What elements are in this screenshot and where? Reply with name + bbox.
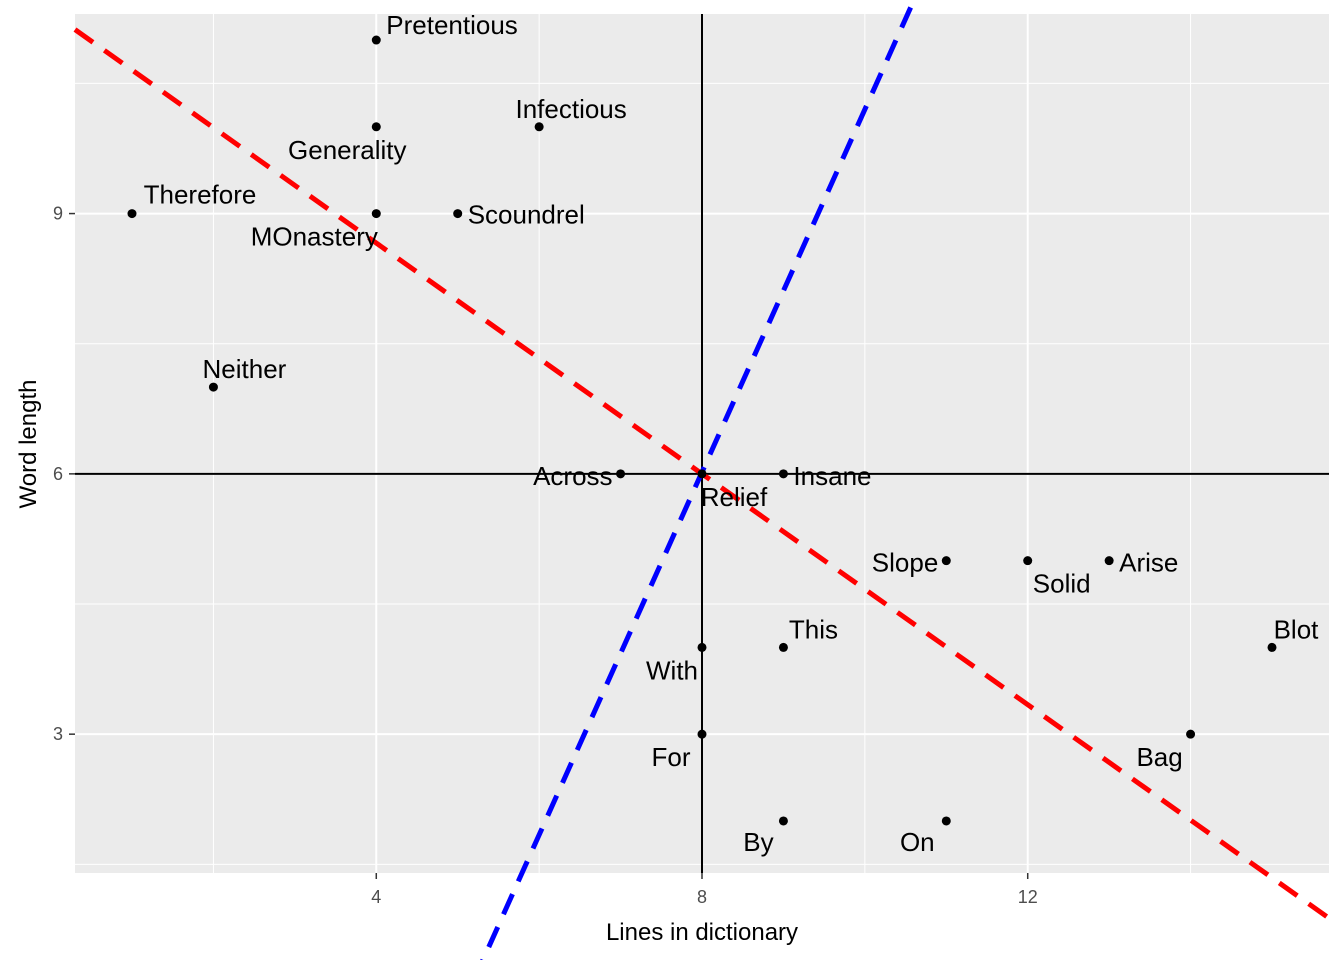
y-tick-label: 3: [53, 724, 63, 744]
data-point: [1267, 642, 1277, 652]
data-point: [1186, 729, 1196, 739]
point-label: Arise: [1119, 548, 1178, 578]
data-point: [697, 729, 707, 739]
point-label: By: [743, 827, 773, 857]
data-point: [453, 209, 463, 219]
data-point: [127, 209, 137, 219]
point-label: Bag: [1136, 742, 1182, 772]
data-point: [697, 642, 707, 652]
data-point: [208, 382, 218, 392]
point-label: Relief: [701, 482, 768, 512]
point-label: Blot: [1274, 614, 1320, 644]
x-tick-label: 12: [1018, 887, 1038, 907]
data-point: [371, 35, 381, 45]
point-label: On: [900, 827, 935, 857]
x-tick-label: 8: [697, 887, 707, 907]
point-label: With: [646, 655, 698, 685]
x-axis-ticks: 4 8 12: [371, 873, 1038, 907]
point-label: Scoundrel: [468, 200, 585, 230]
point-label: MOnastery: [251, 222, 378, 252]
data-point: [371, 122, 381, 132]
data-point: [534, 122, 544, 132]
point-label: For: [652, 742, 691, 772]
data-point: [778, 469, 788, 479]
data-point: [697, 469, 707, 479]
point-label: Across: [533, 461, 612, 491]
x-tick-label: 4: [371, 887, 381, 907]
point-label: Solid: [1033, 569, 1091, 599]
data-point: [778, 816, 788, 826]
data-point: [941, 816, 951, 826]
point-label: Neither: [203, 354, 287, 384]
x-axis-title: Lines in dictionary: [606, 919, 798, 946]
point-label: This: [789, 614, 838, 644]
y-axis-ticks: 3 6 9: [53, 204, 75, 744]
y-tick-label: 9: [53, 204, 63, 224]
point-label: Therefore: [144, 180, 257, 210]
data-point: [371, 209, 381, 219]
point-label: Insane: [793, 461, 871, 491]
data-point: [1104, 556, 1114, 566]
point-label: Slope: [872, 548, 939, 578]
y-tick-label: 6: [53, 464, 63, 484]
point-label: Generality: [288, 135, 407, 165]
data-point: [616, 469, 626, 479]
data-point: [941, 556, 951, 566]
y-axis-title: Word length: [15, 380, 42, 509]
point-labels: Pretentious Infectious Generality Therefore…: [144, 10, 1320, 857]
point-label: Pretentious: [386, 10, 518, 40]
point-label: Infectious: [515, 94, 626, 124]
data-point: [778, 642, 788, 652]
data-points: [127, 35, 1277, 826]
data-point: [1023, 556, 1033, 566]
